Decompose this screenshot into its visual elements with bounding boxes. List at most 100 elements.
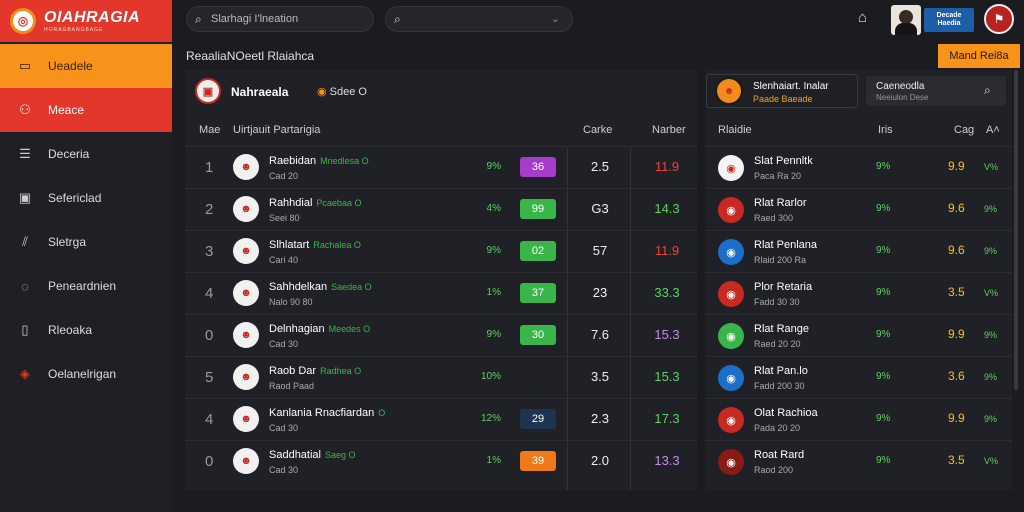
header-c2[interactable]: Narber xyxy=(652,124,686,136)
player-name-text: Sahhdelkan xyxy=(269,281,328,293)
row-value-2: 11.9 xyxy=(654,159,680,174)
brand-badge[interactable]: Decade Haedia xyxy=(924,8,974,32)
featured-player-card[interactable]: ☻ Slenhaiart. Inalar Paade Baeade xyxy=(706,74,858,108)
match-score-text: Sdee O xyxy=(329,86,367,98)
row-rank: 0 xyxy=(205,453,214,470)
table-row[interactable]: 4 ☻ Kanlania Rnacfiardan O Cad 30 12% 29 … xyxy=(185,398,697,440)
row-value-2: 33.3 xyxy=(654,285,680,300)
list-icon: ☰ xyxy=(19,146,31,161)
side-header-c1[interactable]: Iris xyxy=(878,124,893,136)
sidebar-item-2[interactable]: ☰ Deceria xyxy=(0,132,172,176)
club-crest-icon: ◉ xyxy=(718,197,744,223)
row-value-2: 13.3 xyxy=(654,453,680,468)
list-item[interactable]: ◉ Olat Rachioa Pada 20 20 9% 9.9 9% xyxy=(706,398,1012,440)
home-icon[interactable]: ⌂ xyxy=(858,9,868,26)
row-percent: 1% xyxy=(486,455,501,466)
table-row[interactable]: 2 ☻ Rahhdial Pcaebaa O Seei 80 4% 99 G3 1… xyxy=(185,188,697,230)
header-c1[interactable]: Carke xyxy=(583,124,613,136)
player-avatar-icon: ☻ xyxy=(233,406,259,432)
sidebar-item-0[interactable]: ▭ Ueadele xyxy=(0,44,172,88)
list-item-sub: Raed 300 xyxy=(754,213,794,223)
row-rank: 0 xyxy=(205,327,214,344)
row-rank: 3 xyxy=(205,243,214,260)
sidebar-item-1[interactable]: ⚇ Meace xyxy=(0,88,172,132)
sidebar-item-4[interactable]: ⫽ Sletrga xyxy=(0,220,172,264)
row-value-1: 3.5 xyxy=(590,369,610,384)
list-item-c: V% xyxy=(984,162,999,172)
row-pill[interactable]: 37 xyxy=(520,283,556,303)
list-item-name: Rlat Pan.lo xyxy=(754,365,808,377)
sidebar-item-6[interactable]: ▯ Rleoaka xyxy=(0,308,172,352)
list-item-name: Plor Retaria xyxy=(754,281,813,293)
header-player[interactable]: Uirtjauit Partarigia xyxy=(233,124,321,136)
player-avatar-icon: ☻ xyxy=(233,364,259,390)
row-percent: 12% xyxy=(480,413,501,424)
side-search-input[interactable]: Caeneodla Neeiulon Dese ⌕ xyxy=(866,76,1006,106)
list-item[interactable]: ◉ Roat Rard Raod 200 9% 3.5 V% xyxy=(706,440,1012,482)
row-pill[interactable]: 30 xyxy=(520,325,556,345)
list-item-b: 9.6 xyxy=(948,243,965,257)
app-logo[interactable]: ◎ OIAHRAGIA HORAGBANGBAGE xyxy=(0,0,172,42)
row-pill[interactable]: 29 xyxy=(520,409,556,429)
column-divider xyxy=(630,146,631,490)
player-tag: Saeg O xyxy=(325,450,356,460)
row-pill[interactable]: 02 xyxy=(520,241,556,261)
sidebar-item-5[interactable]: ◌ Peneardnien xyxy=(0,264,172,308)
list-item-name: Roat Rard xyxy=(754,449,805,461)
list-item[interactable]: ◉ Rlat Range Raed 20 20 9% 9.9 9% xyxy=(706,314,1012,356)
side-header-c3[interactable]: A˄ xyxy=(986,124,1000,152)
profile-avatar[interactable]: ⚑ xyxy=(984,4,1014,34)
table-row[interactable]: 0 ☻ Saddhatial Saeg O Cad 30 1% 39 2.0 13… xyxy=(185,440,697,482)
list-item-c: 9% xyxy=(984,372,998,382)
side-header-name[interactable]: Rlaidie xyxy=(718,124,752,136)
list-item-sub: Raod 200 xyxy=(754,465,794,475)
sidebar-item-label: Ueadele xyxy=(48,59,93,73)
list-item[interactable]: ◉ Plor Retaria Fadd 30 30 9% 3.5 V% xyxy=(706,272,1012,314)
search-input[interactable]: ⌕ Slarhagi I'lneation xyxy=(186,6,374,32)
row-value-1: 2.5 xyxy=(590,159,610,174)
primary-action-button[interactable]: Mand Rei8a xyxy=(938,44,1020,68)
list-item[interactable]: ◉ Rlat Pan.lo Fadd 200 30 9% 3.6 9% xyxy=(706,356,1012,398)
player-name: Saddhatial Saeg O xyxy=(269,449,356,461)
table-row[interactable]: 5 ☻ Raob Dar Radhea O Raod Paad 10% 3.5 1… xyxy=(185,356,697,398)
sort-icon: ˄ xyxy=(993,124,1000,136)
search-icon: ⌕ xyxy=(195,12,202,26)
side-header-c2[interactable]: Cag xyxy=(954,124,975,136)
player-sub: Cad 30 xyxy=(269,423,299,433)
sidebar-item-3[interactable]: ▣ Sefericlad xyxy=(0,176,172,220)
list-item-name: Rlat Range xyxy=(754,323,810,335)
sidebar-item-label: Sefericlad xyxy=(48,191,102,205)
list-item-a: 9% xyxy=(876,413,891,424)
player-name-text: Raob Dar xyxy=(269,365,317,377)
sidebar: ◎ OIAHRAGIA HORAGBANGBAGE ▭ Ueadele ⚇ Me… xyxy=(0,0,172,512)
player-name-text: Slhlatart xyxy=(269,239,310,251)
player-name-text: Saddhatial xyxy=(269,449,321,461)
row-pill[interactable] xyxy=(520,367,556,387)
player-tag: Pcaebaa O xyxy=(316,198,362,208)
column-divider xyxy=(567,146,568,490)
scrollbar[interactable] xyxy=(1014,70,1018,390)
avatar-head-icon xyxy=(899,10,913,24)
player-name-text: Raebidan xyxy=(269,155,317,167)
user-avatar[interactable] xyxy=(891,5,921,35)
featured-player-name: Slenhaiart. Inalar xyxy=(753,81,829,92)
table-row[interactable]: 1 ☻ Raebidan Mnedlesa O Cad 20 9% 36 2.5 … xyxy=(185,146,697,188)
tablet-icon: ▭ xyxy=(18,58,32,73)
team-logo-icon: ▣ xyxy=(195,78,221,104)
table-row[interactable]: 4 ☻ Sahhdelkan Saedea O Nalo 90 80 1% 37 … xyxy=(185,272,697,314)
table-row[interactable]: 3 ☻ Slhlatart Rachalea O Cari 40 9% 02 57… xyxy=(185,230,697,272)
list-item[interactable]: ◉ Rlat Penlana Rlaid 200 Ra 9% 9.6 9% xyxy=(706,230,1012,272)
table-row[interactable]: 0 ☻ Delnhagian Meedes O Cad 30 9% 30 7.6 … xyxy=(185,314,697,356)
list-item-sub: Raed 20 20 xyxy=(754,339,801,349)
filter-search-input[interactable]: ⌕ ⌄ xyxy=(385,6,573,32)
header-rank[interactable]: Mae xyxy=(199,124,221,136)
list-item[interactable]: ◉ Slat Pennltk Paca Ra 20 9% 9.9 V% xyxy=(706,146,1012,188)
player-tag: O xyxy=(378,408,386,418)
row-pill[interactable]: 39 xyxy=(520,451,556,471)
row-pill[interactable]: 99 xyxy=(520,199,556,219)
list-item-sub: Rlaid 200 Ra xyxy=(754,255,807,265)
list-item-a: 9% xyxy=(876,455,891,466)
sidebar-item-7[interactable]: ◈ Oelanelrigan xyxy=(0,352,172,396)
list-item[interactable]: ◉ Rlat Rarlor Raed 300 9% 9.6 9% xyxy=(706,188,1012,230)
row-pill[interactable]: 36 xyxy=(520,157,556,177)
